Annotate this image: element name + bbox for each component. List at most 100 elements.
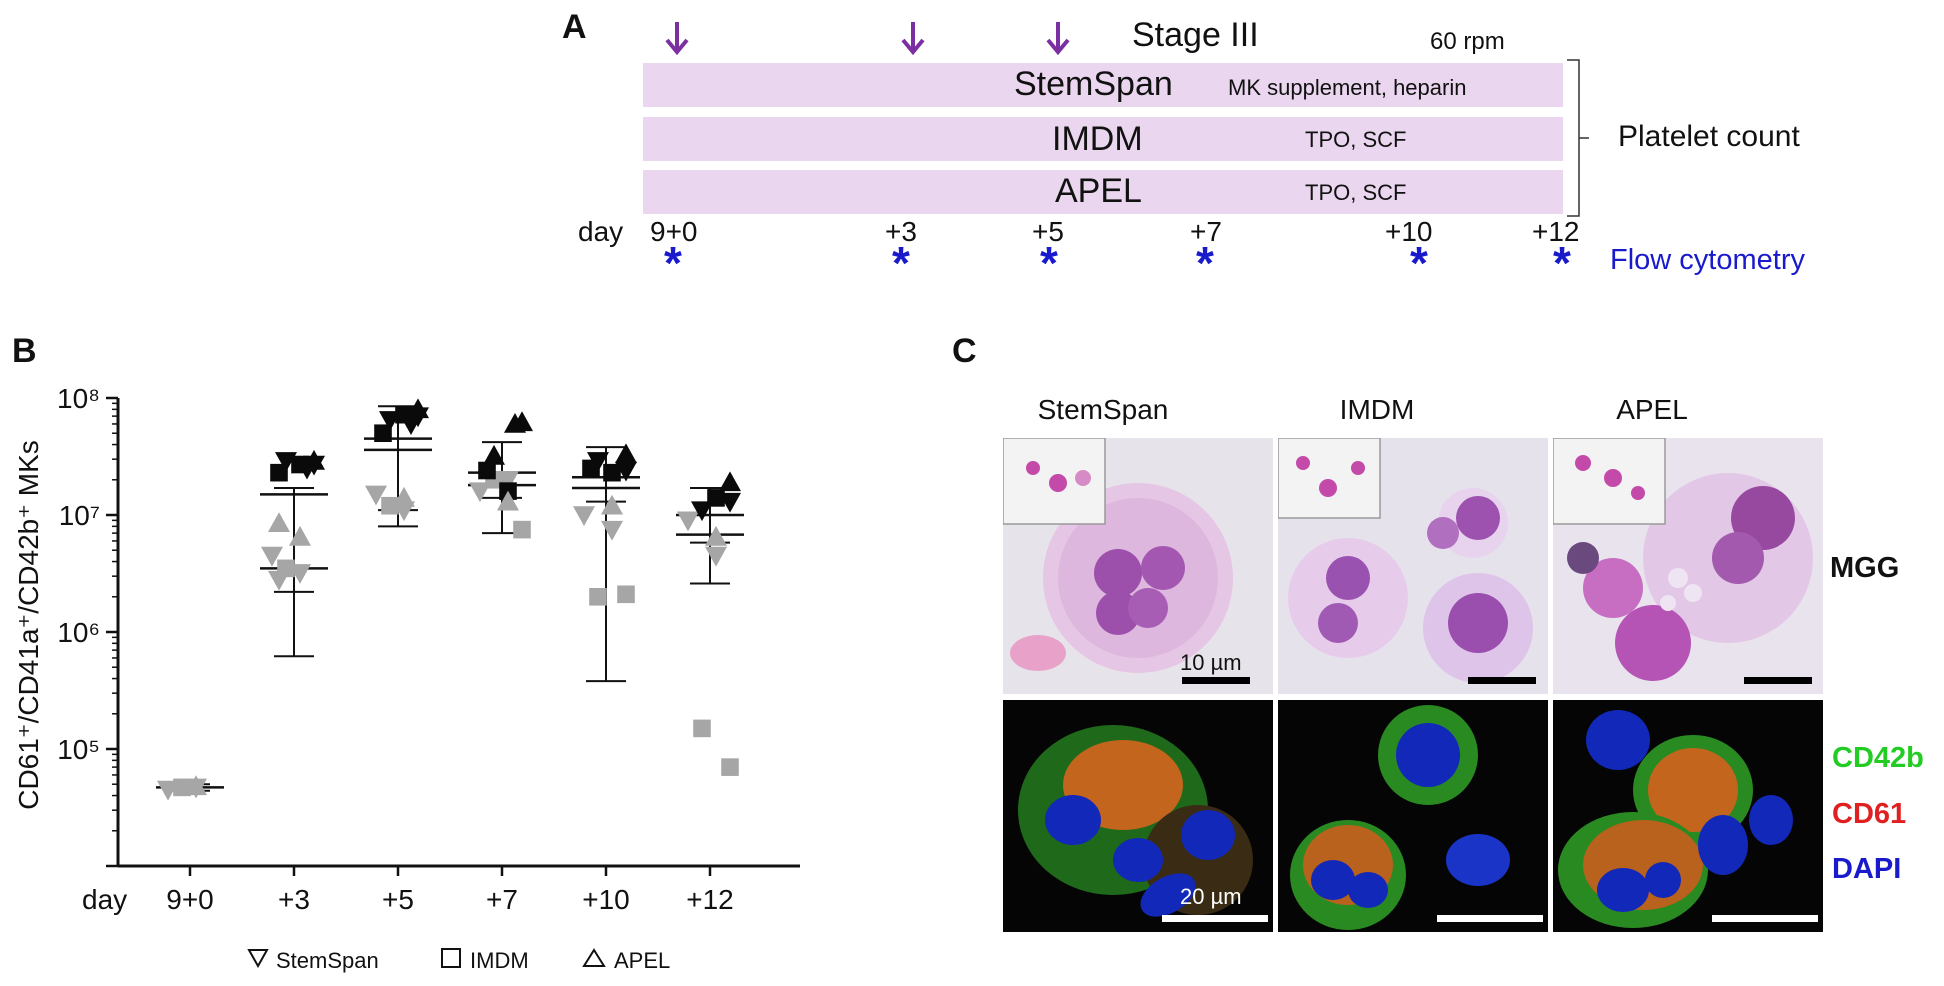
data-point-triangle-up xyxy=(719,471,741,492)
data-point-square xyxy=(589,587,607,606)
scale-bar xyxy=(1162,915,1268,922)
data-point-triangle-up xyxy=(504,412,526,433)
data-point-square xyxy=(617,585,635,604)
data-point-triangle-up xyxy=(601,494,623,515)
y-axis-label: CD61⁺/CD41a⁺/CD42b⁺ MKs xyxy=(13,440,44,810)
arrow-icon xyxy=(665,22,689,56)
day-label: day xyxy=(578,216,624,247)
scale-bar-label: 20 µm xyxy=(1180,884,1242,909)
scale-bar xyxy=(1437,915,1543,922)
stage-label: Stage III xyxy=(1132,16,1259,54)
day-tick: +5 xyxy=(1032,216,1064,247)
data-point-triangle-up xyxy=(615,443,637,464)
scale-bar xyxy=(1182,677,1250,684)
data-point-square xyxy=(173,778,191,797)
column-title: APEL xyxy=(1616,394,1688,425)
legend-triangle-down-icon xyxy=(247,949,269,968)
scale-bar xyxy=(1712,915,1818,922)
asterisk-icon: * xyxy=(1410,237,1428,289)
asterisk-icon: * xyxy=(1553,237,1571,289)
mgg-label: MGG xyxy=(1830,552,1900,584)
legend-triangle-up-icon xyxy=(582,948,606,967)
cd61-label: CD61 xyxy=(1832,798,1907,830)
bracket xyxy=(1567,59,1589,217)
medium-bar-apel xyxy=(643,170,1563,214)
medium-name: StemSpan xyxy=(1014,65,1173,103)
medium-supplement: TPO, SCF xyxy=(1305,180,1407,205)
y-tick-label: 10⁶ xyxy=(57,617,100,648)
data-point-square xyxy=(603,463,621,482)
data-point-square xyxy=(707,489,725,507)
column-title: StemSpan xyxy=(1037,394,1169,425)
arrow-icon xyxy=(901,22,925,56)
data-point-square xyxy=(381,496,399,515)
data-point-triangle-down xyxy=(601,520,623,541)
data-point-triangle-up xyxy=(268,512,290,533)
medium-supplement: MK supplement, heparin xyxy=(1228,75,1467,100)
day-tick: +12 xyxy=(1532,216,1580,247)
flow-cytometry-label: Flow cytometry xyxy=(1610,244,1805,276)
data-point-triangle-down xyxy=(677,511,699,532)
scale-bar-label: 10 µm xyxy=(1180,650,1242,675)
data-point-square xyxy=(395,405,413,424)
mgg-micrograph-stemspan xyxy=(1003,438,1273,694)
mgg-micrograph-imdm xyxy=(1278,438,1548,694)
data-point-triangle-up xyxy=(393,486,415,507)
data-point-square xyxy=(721,758,739,776)
legend-label: StemSpan xyxy=(276,948,379,973)
mgg-micrograph-apel xyxy=(1553,438,1823,694)
x-tick-label: 9+0 xyxy=(166,884,214,915)
medium-bar-imdm xyxy=(643,117,1563,161)
medium-name: APEL xyxy=(1055,172,1142,210)
day-tick: 9+0 xyxy=(650,216,698,247)
legend-label: APEL xyxy=(614,948,671,973)
y-tick-label: 10⁷ xyxy=(59,500,100,531)
rpm-label: 60 rpm xyxy=(1430,28,1505,55)
fluorescence-micrograph-stemspan xyxy=(1003,700,1273,932)
data-point-triangle-up xyxy=(483,444,505,465)
data-point-square xyxy=(478,461,496,480)
arrow-icon xyxy=(1046,22,1070,56)
day-tick: +3 xyxy=(885,216,917,247)
data-point-triangle-down xyxy=(261,546,283,567)
dapi-label: DAPI xyxy=(1832,853,1902,885)
asterisk-icon: * xyxy=(1196,237,1214,289)
data-point-triangle-up xyxy=(407,398,429,419)
cd42b-label: CD42b xyxy=(1832,742,1924,774)
panel-b-letter: B xyxy=(12,332,37,370)
data-point-triangle-down xyxy=(365,485,387,506)
data-point-triangle-up xyxy=(497,490,519,511)
medium-bar-stemspan xyxy=(643,63,1563,107)
asterisk-icon: * xyxy=(1040,237,1058,289)
data-point-triangle-down xyxy=(573,506,595,526)
data-point-triangle-up xyxy=(705,525,727,546)
data-point-triangle-up xyxy=(185,775,207,796)
x-tick-label: +5 xyxy=(382,884,414,915)
asterisk-icon: * xyxy=(892,237,910,289)
x-tick-label: +7 xyxy=(486,884,518,915)
y-tick-label: 10⁸ xyxy=(57,383,100,414)
data-point-square xyxy=(582,459,600,478)
data-point-triangle-down xyxy=(705,546,727,567)
fluorescence-micrograph-apel xyxy=(1553,700,1823,932)
scale-bar xyxy=(1468,677,1536,684)
y-tick-label: 10⁵ xyxy=(57,734,100,765)
data-point-square xyxy=(513,520,531,539)
data-point-square xyxy=(374,424,392,443)
day-tick: +7 xyxy=(1190,216,1222,247)
x-tick-label: +3 xyxy=(278,884,310,915)
fluorescence-micrograph-imdm xyxy=(1278,700,1548,932)
medium-supplement: TPO, SCF xyxy=(1305,127,1407,152)
asterisk-icon: * xyxy=(664,237,682,289)
platelet-count-label: Platelet count xyxy=(1618,120,1800,153)
medium-name: IMDM xyxy=(1052,120,1143,158)
panel-c-letter: C xyxy=(952,332,977,370)
scatter-chart: 10⁵ 10⁶ 10⁷ 10⁸ 9+0 +3 +5 +7 +10 +12 CD61⁺/CD41a⁺… xyxy=(13,383,800,915)
data-point-triangle-up xyxy=(303,449,325,470)
panel-a-letter: A xyxy=(562,8,587,46)
data-point-square xyxy=(270,463,288,482)
data-point-triangle-up xyxy=(289,525,311,546)
day-tick: +10 xyxy=(1385,216,1433,247)
scale-bar xyxy=(1744,677,1812,684)
x-tick-label: +10 xyxy=(582,884,630,915)
